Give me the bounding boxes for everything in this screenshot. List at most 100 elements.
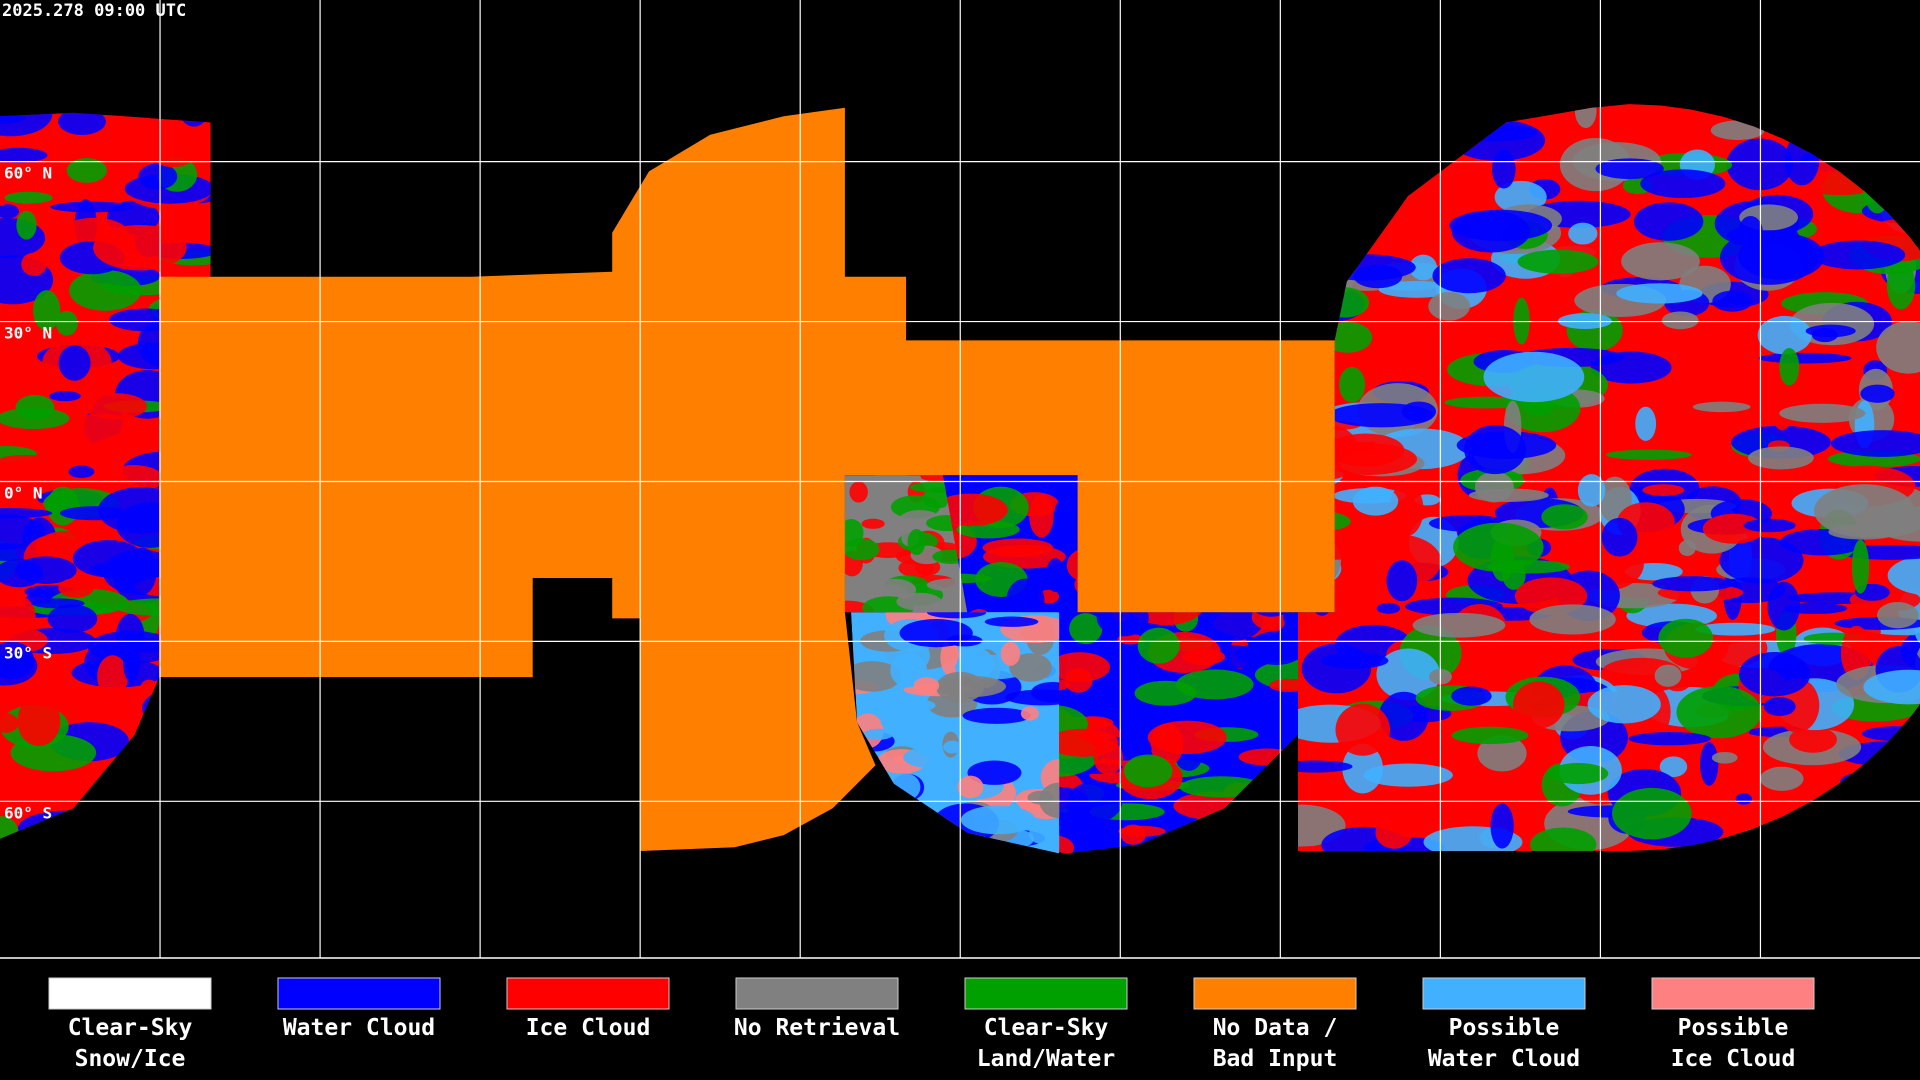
- no-data-region: [159, 107, 1335, 852]
- cloud-blob: [1006, 578, 1045, 623]
- cloud-blob: [931, 761, 959, 802]
- cloud-blob: [934, 675, 1006, 698]
- cloud-blob: [1654, 664, 1682, 687]
- cloud-blob: [957, 775, 984, 799]
- cloud-blob: [1335, 703, 1391, 756]
- cloud-blob: [907, 529, 926, 556]
- cloud-blob: [1661, 311, 1699, 330]
- cloud-blob: [1779, 347, 1800, 386]
- cloud-blob: [0, 454, 56, 466]
- legend-swatch: [964, 977, 1128, 1010]
- cloud-blob: [1000, 641, 1021, 666]
- cloud-blob: [15, 556, 77, 584]
- cloud-blob: [1517, 249, 1599, 274]
- legend-swatch: [735, 977, 899, 1010]
- cloud-blob: [115, 613, 145, 660]
- cloud-blob: [1386, 560, 1418, 602]
- cloud-blob: [0, 593, 36, 636]
- cloud-blob: [1640, 169, 1726, 199]
- cloud-blob: [1378, 691, 1429, 741]
- cloud-blob: [1695, 622, 1776, 636]
- cloud-blob: [1642, 484, 1685, 496]
- cloud-blob: [0, 204, 20, 219]
- cloud-blob: [1743, 518, 1796, 533]
- cloud-blob: [982, 538, 1054, 557]
- cloud-blob: [1877, 602, 1919, 629]
- cloud-blob: [1020, 706, 1039, 721]
- cloud-blob: [1389, 482, 1424, 537]
- cloud-blob: [1327, 433, 1405, 467]
- cloud-blob: [1376, 602, 1401, 614]
- cloud-blob: [1251, 635, 1296, 658]
- latitude-label: 60° S: [4, 803, 52, 822]
- cloud-blob: [1490, 803, 1514, 849]
- cloud-blob: [922, 487, 954, 509]
- legend-label: No Data /: [1213, 1015, 1338, 1041]
- cloud-blob: [1605, 449, 1692, 460]
- cloud-blob: [967, 760, 1022, 785]
- legend-label: Ice Cloud: [526, 1015, 651, 1041]
- cloud-blob: [940, 639, 960, 676]
- legend-label: Possible: [1678, 1015, 1789, 1041]
- cloud-blob: [1658, 618, 1714, 658]
- cloud-blob: [1269, 678, 1298, 692]
- cloud-blob: [932, 493, 1008, 527]
- cloud-blob: [0, 147, 48, 163]
- cloud-blob: [58, 112, 106, 135]
- cloud-blob: [1659, 756, 1688, 778]
- cloud-blob: [1719, 230, 1818, 285]
- latitude-label: 60° N: [4, 164, 52, 183]
- cloud-blob: [999, 745, 1052, 764]
- cloud-blob: [1028, 823, 1058, 845]
- cloud-blob: [1298, 760, 1353, 773]
- cloud-blob: [1699, 742, 1719, 786]
- cloud-blob: [1342, 743, 1383, 794]
- cloud-blob: [962, 707, 1031, 724]
- cloud-blob: [1005, 689, 1060, 706]
- cloud-blob: [1045, 557, 1065, 593]
- cloud-blob: [1298, 804, 1346, 847]
- cloud-blob: [1029, 494, 1054, 538]
- timestamp: 2025.278 09:00 UTC: [2, 1, 186, 21]
- cloud-blob: [1548, 762, 1609, 785]
- cloud-blob: [1763, 697, 1796, 716]
- cloud-blob: [1428, 291, 1471, 321]
- cloud-blob: [0, 772, 20, 791]
- cloud-blob: [1123, 754, 1173, 788]
- cloud-blob: [1830, 430, 1920, 457]
- cloud-blob: [21, 252, 47, 276]
- cloud-blob: [0, 407, 70, 430]
- cloud-blob: [58, 345, 91, 381]
- cloud-blob: [1604, 104, 1692, 119]
- cloud-blob: [1779, 403, 1866, 423]
- cloud-blob: [1378, 280, 1455, 298]
- cloud-blob: [1512, 681, 1565, 729]
- cloud-blob: [1887, 555, 1920, 596]
- cloud-blob: [880, 716, 943, 731]
- cloud-blob: [1049, 652, 1110, 683]
- cloud-blob: [1574, 104, 1597, 129]
- cloud-blob: [849, 481, 868, 503]
- cloud-blob: [1738, 215, 1763, 248]
- cloud-blob: [1811, 240, 1906, 270]
- cloud-blob: [1735, 793, 1753, 805]
- cloud-blob: [927, 612, 987, 619]
- cloud-blob: [844, 581, 866, 608]
- cloud-blob: [1635, 406, 1657, 441]
- cloud-blob: [1468, 488, 1549, 502]
- cloud-blob: [1483, 351, 1585, 403]
- cloud-blob: [1712, 290, 1753, 312]
- cloud-blob: [1118, 825, 1166, 837]
- cloud-blob: [899, 619, 973, 648]
- cloud-blob: [1621, 242, 1700, 281]
- cloud-blob: [1397, 305, 1419, 348]
- cloud-blob: [1047, 728, 1119, 757]
- cloud-blob: [1464, 425, 1527, 475]
- cloud-blob: [4, 191, 53, 204]
- cloud-blob: [1014, 722, 1041, 745]
- cloud-blob: [1054, 497, 1079, 525]
- latitude-label: 30° N: [4, 324, 52, 343]
- cloud-blob: [108, 112, 149, 138]
- cloud-blob: [1719, 537, 1804, 584]
